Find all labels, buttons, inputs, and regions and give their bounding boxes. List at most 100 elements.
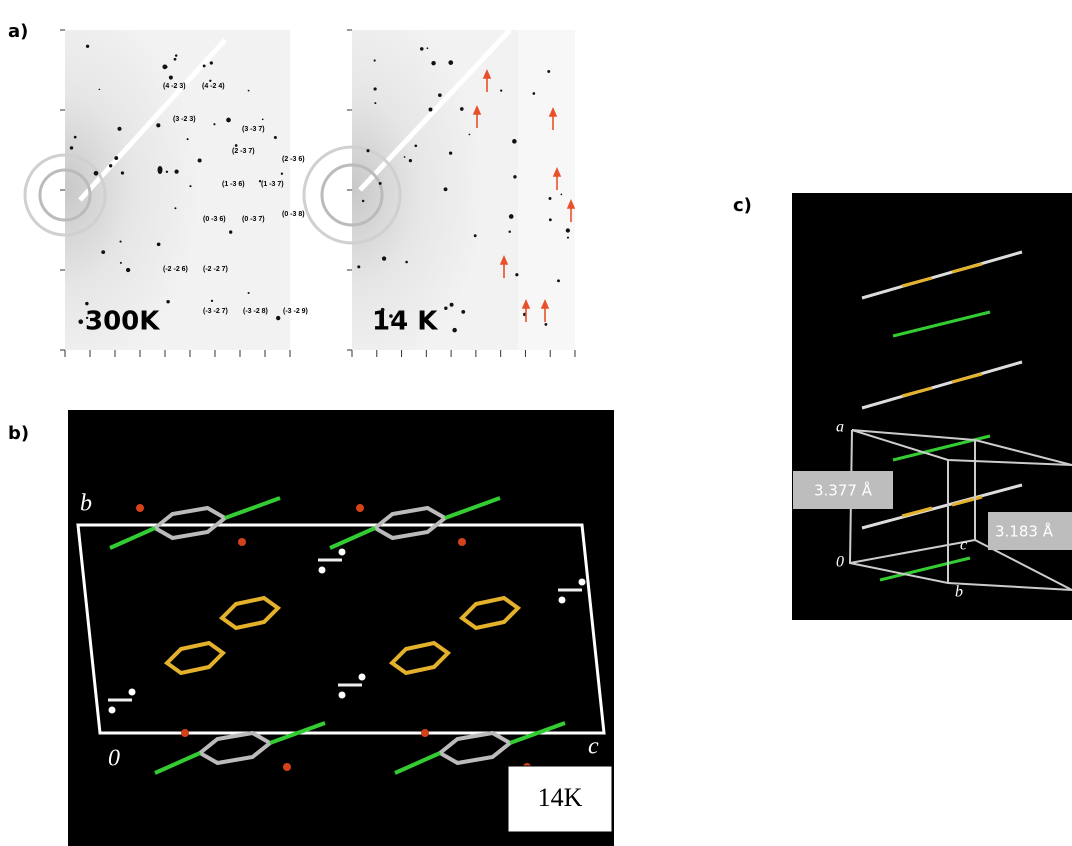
spot [187, 138, 189, 140]
spot [86, 317, 88, 319]
temperature-label: 14K [538, 783, 583, 812]
spot [566, 228, 570, 232]
reflection-label: (0 -3 6) [203, 216, 226, 223]
spot [404, 156, 406, 158]
spot [509, 214, 514, 219]
reflection-label: (-2 -2 6) [163, 266, 188, 273]
spot [281, 173, 283, 175]
spot [405, 261, 408, 264]
reflection-label: (1 -3 6) [222, 181, 245, 188]
spot [460, 107, 464, 111]
spot [274, 136, 277, 139]
spot [532, 92, 535, 95]
spot [174, 207, 176, 209]
spot [126, 268, 130, 272]
spot [500, 89, 502, 91]
reflection-label: (2 -3 6) [282, 156, 305, 163]
atom [339, 549, 346, 556]
atom [421, 729, 429, 737]
panel-label: c) [733, 195, 752, 216]
spot [120, 262, 122, 264]
spot [175, 54, 177, 56]
spot [169, 75, 173, 79]
spot [379, 182, 382, 185]
spot [109, 164, 112, 167]
atom [129, 689, 136, 696]
spot [429, 108, 433, 112]
spot [235, 144, 238, 147]
spot [382, 256, 386, 260]
atom [339, 692, 346, 699]
spot [114, 156, 118, 160]
axis-label: 0 [108, 746, 120, 772]
reflection-label: (-3 -2 7) [203, 308, 228, 315]
spot [166, 300, 169, 303]
atom [319, 567, 326, 574]
spot [229, 230, 232, 233]
diffraction-14k [304, 30, 575, 350]
spot [78, 319, 83, 324]
distance-label: 3.183 Å [995, 522, 1054, 541]
spot [374, 87, 377, 90]
spot [357, 265, 360, 268]
axis-label: 0 [836, 554, 844, 571]
spot [226, 118, 231, 123]
panel-label: b) [8, 423, 29, 444]
spot [248, 90, 250, 92]
spot [276, 316, 280, 320]
spot [515, 273, 518, 276]
spot [362, 200, 364, 202]
spot [512, 139, 517, 144]
reflection-label: (2 -3 7) [232, 148, 255, 155]
spot [117, 127, 121, 131]
axis-label: c [588, 734, 599, 760]
spot [549, 218, 552, 221]
spot [189, 185, 191, 187]
spot [203, 64, 206, 67]
spot [94, 171, 99, 176]
spot [561, 193, 563, 195]
spot [156, 123, 160, 127]
panel-label: a) [8, 21, 28, 42]
spot [74, 136, 77, 139]
spot [374, 59, 376, 61]
atom [238, 538, 246, 546]
spot [262, 119, 264, 121]
spot [366, 149, 369, 152]
axis-label: b [80, 491, 92, 517]
spot [166, 171, 168, 173]
spot [213, 123, 215, 125]
spot [444, 187, 448, 191]
atom [559, 597, 566, 604]
reflection-label: (3 -2 3) [173, 116, 196, 123]
reflection-label: (4 -2 4) [202, 83, 225, 90]
spot [211, 300, 213, 302]
spot [198, 159, 202, 163]
spot [119, 241, 121, 243]
spot [101, 250, 105, 254]
spot [121, 171, 124, 174]
spot [513, 175, 516, 178]
spot [85, 302, 88, 305]
spot [210, 61, 213, 64]
spot [99, 89, 101, 91]
atom [136, 504, 144, 512]
spot [544, 323, 547, 326]
spot [409, 159, 412, 162]
atom [458, 538, 466, 546]
spot [427, 47, 429, 49]
spot [450, 303, 454, 307]
spot [248, 292, 250, 294]
spot [70, 146, 73, 149]
spot [420, 47, 424, 51]
reflection-label: (-2 -2 7) [203, 266, 228, 273]
figure: a) b) c) 300K 14 K (4 -2 3)(4 -2 4)(3 -2… [0, 0, 1072, 846]
spot [567, 237, 569, 239]
axis-label: c [960, 537, 967, 554]
spot [157, 242, 161, 246]
spot [174, 170, 178, 174]
reflection-label: (0 -3 7) [242, 216, 265, 223]
spot [414, 144, 417, 147]
spot [209, 80, 211, 82]
axis-label: b [955, 584, 963, 601]
